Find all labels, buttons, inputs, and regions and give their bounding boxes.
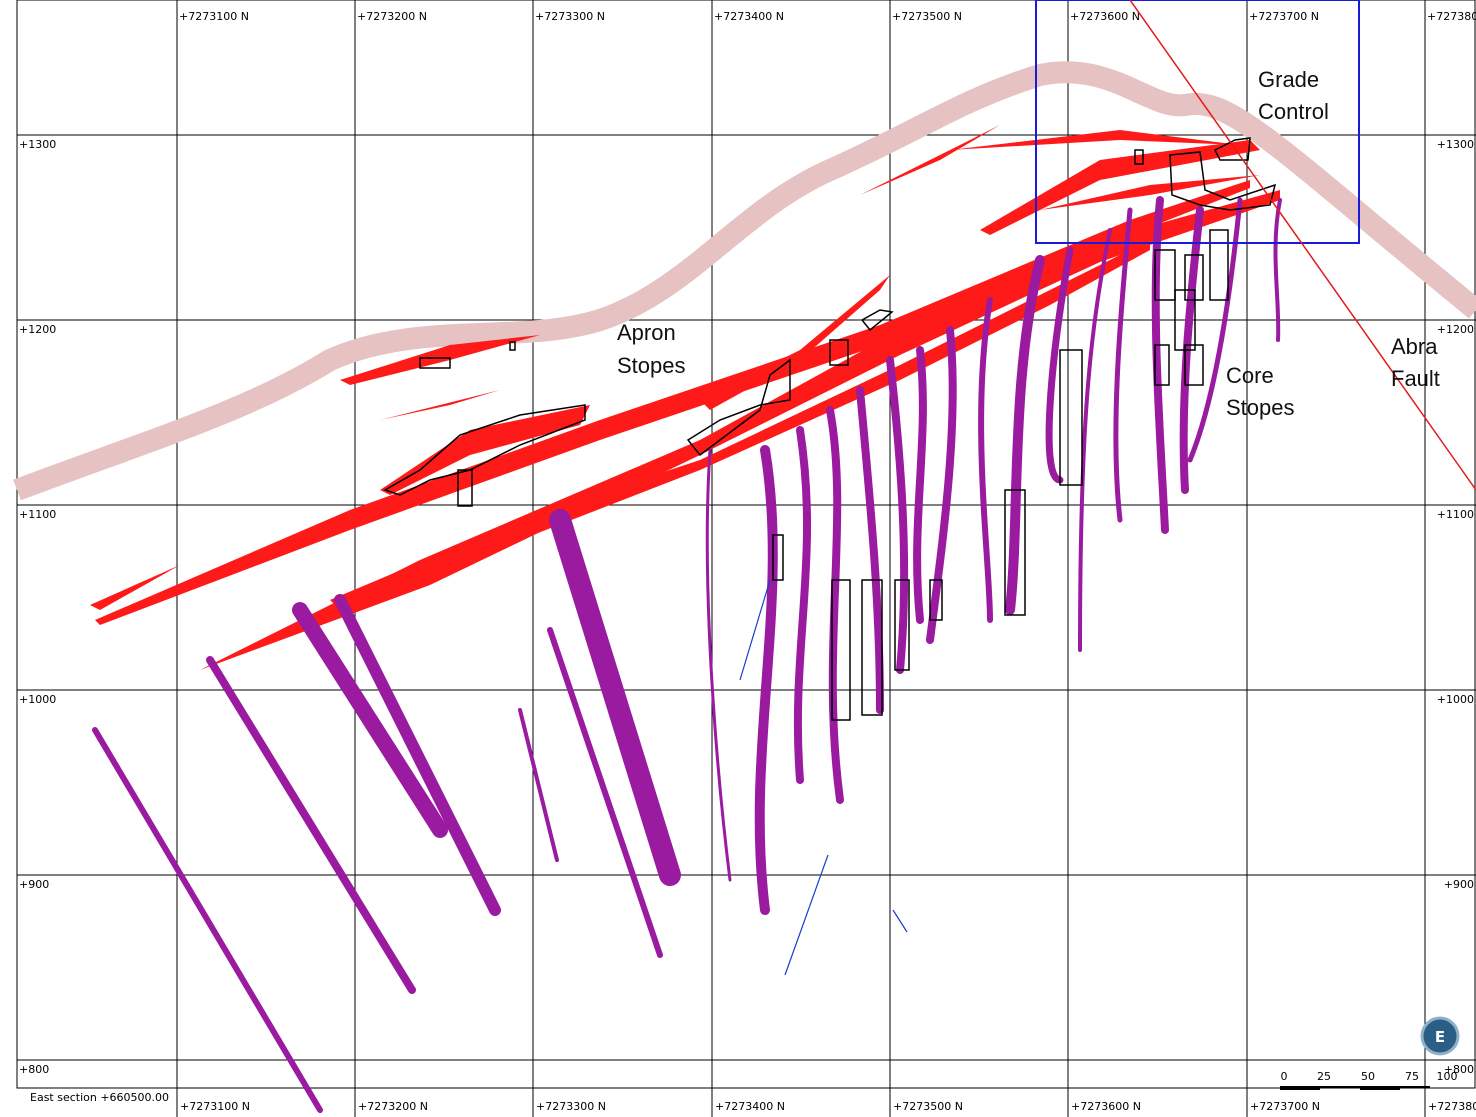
elevation-label: +800: [1444, 1063, 1474, 1076]
red-lodes: [90, 125, 1280, 680]
elevation-label: +1100: [19, 508, 56, 521]
northing-label: +7273200 N: [357, 10, 427, 23]
annotation: Stopes: [617, 353, 686, 378]
annotation: Fault: [1391, 366, 1440, 391]
annotation: Control: [1258, 99, 1329, 124]
elevation-label: +1300: [1437, 138, 1474, 151]
northing-label: +727380: [1428, 1100, 1476, 1113]
northing-label: +7273100 N: [180, 1100, 250, 1113]
scale-bar: 0 25 50 75 100: [1280, 1070, 1458, 1090]
elevation-label: +900: [19, 878, 49, 891]
northing-label: +7273400 N: [715, 1100, 785, 1113]
annotation: Core: [1226, 363, 1274, 388]
annotations: Grade Control Apron Stopes Core Stopes A…: [617, 67, 1440, 420]
northing-label: +7273600 N: [1071, 1100, 1141, 1113]
abra-fault: [1129, 0, 1476, 491]
northing-label: +7273600 N: [1070, 10, 1140, 23]
annotation: Stopes: [1226, 395, 1295, 420]
grade-control-box: [1035, 0, 1360, 244]
elevation-label: +1300: [19, 138, 56, 151]
purple-veins: [92, 196, 1282, 1113]
elevation-label: +800: [19, 1063, 49, 1076]
scale-label: 75: [1405, 1070, 1419, 1083]
compass-label: E: [1435, 1028, 1445, 1046]
topography: [13, 61, 1476, 501]
compass: [1420, 1016, 1460, 1056]
northing-label: +7273200 N: [358, 1100, 428, 1113]
annotation: Grade: [1258, 67, 1319, 92]
scale-label: 0: [1281, 1070, 1288, 1083]
scale-label: 25: [1317, 1070, 1331, 1083]
elevation-label: +1200: [19, 323, 56, 336]
elevation-label: +1200: [1437, 323, 1474, 336]
northing-label: +7273700 N: [1249, 10, 1319, 23]
northing-label: +727380: [1427, 10, 1476, 23]
scale-label: 50: [1361, 1070, 1375, 1083]
northing-label: +7273300 N: [536, 1100, 606, 1113]
northing-label: +7273500 N: [893, 1100, 963, 1113]
elevation-label: +1000: [19, 693, 56, 706]
annotation: Apron: [617, 320, 676, 345]
elevation-label: +1100: [1437, 508, 1474, 521]
northing-label: +7273400 N: [714, 10, 784, 23]
grid: +7273100 N +7273100 N +7273200 N +7273200 N…: [17, 0, 1476, 1117]
frame: [16, 0, 1476, 1089]
northing-label: +7273100 N: [179, 10, 249, 23]
drillholes: [739, 579, 908, 976]
annotation: Abra: [1391, 334, 1438, 359]
northing-label: +7273700 N: [1250, 1100, 1320, 1113]
elevation-label: +900: [1444, 878, 1474, 891]
section-label: East section +660500.00: [30, 1091, 169, 1104]
elevation-label: +1000: [1437, 693, 1474, 706]
northing-label: +7273500 N: [892, 10, 962, 23]
northing-label: +7273300 N: [535, 10, 605, 23]
stope-outlines: [383, 137, 1277, 721]
scale-label: 100: [1437, 1070, 1458, 1083]
